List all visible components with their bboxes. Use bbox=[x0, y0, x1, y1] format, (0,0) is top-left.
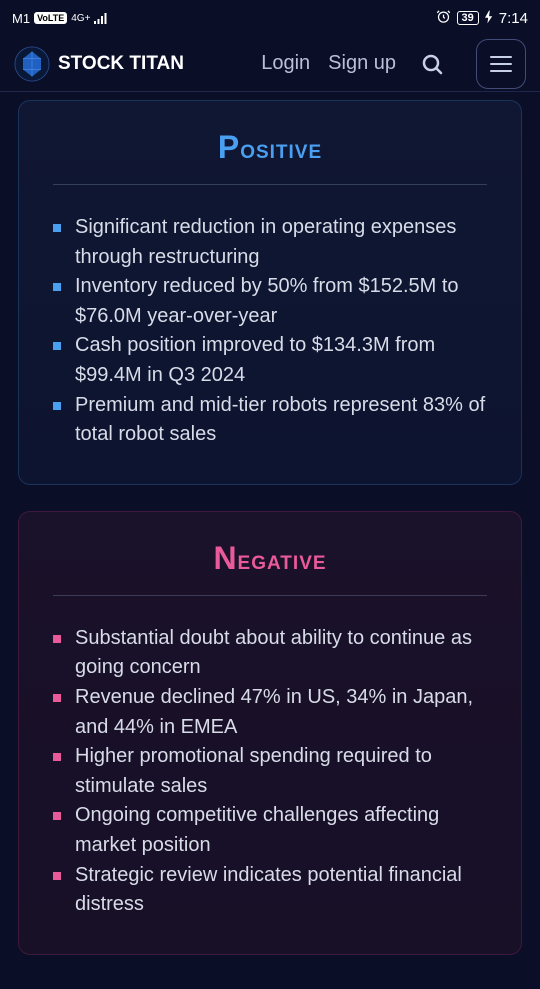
bullet-icon bbox=[53, 812, 61, 820]
list-item: Substantial doubt about ability to conti… bbox=[53, 624, 487, 683]
negative-card: Negative Substantial doubt about ability… bbox=[18, 511, 522, 955]
list-item: Strategic review indicates potential fin… bbox=[53, 861, 487, 920]
charging-icon bbox=[485, 10, 493, 27]
login-link[interactable]: Login bbox=[261, 52, 310, 75]
app-header: STOCK TITAN Login Sign up bbox=[0, 36, 540, 92]
bullet-icon bbox=[53, 224, 61, 232]
list-item-text: Higher promotional spending required to … bbox=[75, 745, 432, 797]
list-item-text: Substantial doubt about ability to conti… bbox=[75, 627, 472, 679]
list-item: Ongoing competitive challenges affecting… bbox=[53, 801, 487, 860]
list-item-text: Premium and mid-tier robots represent 83… bbox=[75, 394, 485, 446]
time-label: 7:14 bbox=[499, 10, 528, 27]
negative-title: Negative bbox=[53, 540, 487, 577]
list-item-text: Ongoing competitive challenges affecting… bbox=[75, 804, 439, 856]
list-item-text: Cash position improved to $134.3M from $… bbox=[75, 334, 435, 386]
positive-card: Positive Significant reduction in operat… bbox=[18, 100, 522, 485]
list-item-text: Strategic review indicates potential fin… bbox=[75, 864, 462, 916]
network-label: 4G+ bbox=[71, 13, 90, 24]
alarm-icon bbox=[436, 9, 451, 27]
positive-list: Significant reduction in operating expen… bbox=[53, 213, 487, 450]
list-item-text: Inventory reduced by 50% from $152.5M to… bbox=[75, 275, 459, 327]
negative-list: Substantial doubt about ability to conti… bbox=[53, 624, 487, 920]
bullet-icon bbox=[53, 872, 61, 880]
carrier-label: M1 bbox=[12, 11, 30, 26]
list-item: Significant reduction in operating expen… bbox=[53, 213, 487, 272]
search-icon[interactable] bbox=[420, 52, 444, 76]
divider bbox=[53, 595, 487, 596]
list-item-text: Significant reduction in operating expen… bbox=[75, 216, 456, 268]
bullet-icon bbox=[53, 283, 61, 291]
nav-links: Login Sign up bbox=[261, 39, 526, 89]
bullet-icon bbox=[53, 402, 61, 410]
list-item-text: Revenue declined 47% in US, 34% in Japan… bbox=[75, 686, 473, 738]
bullet-icon bbox=[53, 694, 61, 702]
volte-badge: VoLTE bbox=[34, 12, 67, 24]
status-left: M1 VoLTE 4G+ bbox=[12, 11, 110, 26]
list-item: Revenue declined 47% in US, 34% in Japan… bbox=[53, 683, 487, 742]
signup-link[interactable]: Sign up bbox=[328, 52, 396, 75]
menu-button[interactable] bbox=[476, 39, 526, 89]
status-bar: M1 VoLTE 4G+ 39 7:14 bbox=[0, 0, 540, 36]
logo-text: STOCK TITAN bbox=[58, 53, 184, 75]
battery-indicator: 39 bbox=[457, 11, 479, 25]
list-item: Higher promotional spending required to … bbox=[53, 742, 487, 801]
divider bbox=[53, 184, 487, 185]
status-right: 39 7:14 bbox=[436, 9, 528, 27]
list-item: Inventory reduced by 50% from $152.5M to… bbox=[53, 272, 487, 331]
logo-icon bbox=[14, 46, 50, 82]
logo-section[interactable]: STOCK TITAN bbox=[14, 46, 261, 82]
list-item: Premium and mid-tier robots represent 83… bbox=[53, 391, 487, 450]
bullet-icon bbox=[53, 342, 61, 350]
bullet-icon bbox=[53, 635, 61, 643]
content-area: Positive Significant reduction in operat… bbox=[0, 92, 540, 989]
list-item: Cash position improved to $134.3M from $… bbox=[53, 331, 487, 390]
signal-icon bbox=[94, 12, 110, 24]
bullet-icon bbox=[53, 753, 61, 761]
positive-title: Positive bbox=[53, 129, 487, 166]
